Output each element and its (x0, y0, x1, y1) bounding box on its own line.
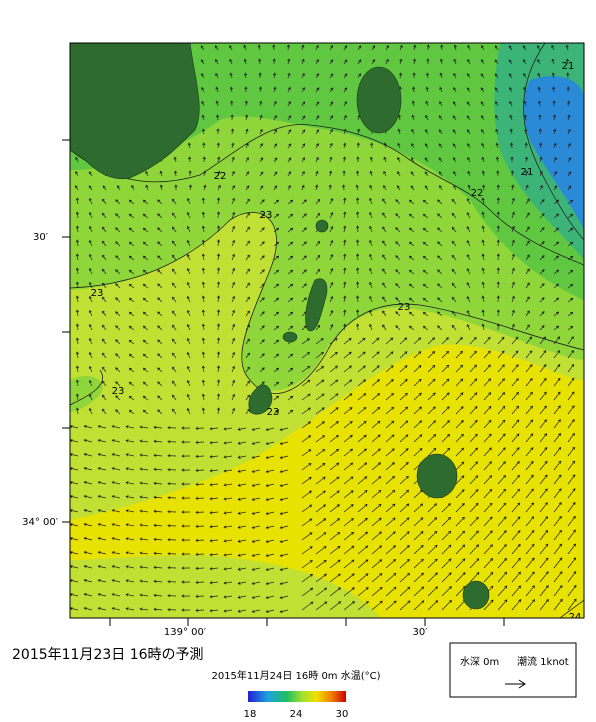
island (282, 331, 298, 343)
contour-label: 21 (521, 167, 534, 178)
lon-label: 139° 00′ (164, 627, 207, 638)
subtitle: 2015年11月24日 16時 0m 水温(°C) (211, 669, 380, 682)
contour-labels: 21 21 22 22 23 23 23 23 23 24 (91, 61, 582, 623)
legend-depth: 水深 0m (460, 656, 499, 668)
legend-arrow (505, 679, 526, 689)
contour-label: 24 (569, 612, 582, 623)
frame-ticks (62, 139, 505, 626)
contour-label: 22 (471, 188, 484, 199)
islands (70, 43, 490, 610)
legend-current: 潮流 1knot (517, 655, 569, 668)
island (305, 278, 328, 332)
contour-label: 23 (91, 288, 104, 299)
contour-label: 23 (267, 407, 280, 418)
contour-label: 23 (260, 210, 273, 221)
colorbar-tick-label: 18 (244, 709, 257, 720)
peninsula (70, 43, 200, 180)
sea-warmest (70, 344, 584, 618)
sea-coldest (524, 76, 584, 230)
contours (70, 43, 584, 618)
map-frame (69, 42, 585, 619)
colorbar-ticks: 18 24 30 (244, 709, 349, 720)
lat-label: 34° 00′ (22, 517, 59, 528)
contour-label: 23 (112, 386, 125, 397)
lat-label: 30′ (33, 232, 49, 243)
island (416, 453, 458, 499)
contour-label: 23 (398, 302, 411, 313)
title: 2015年11月23日 16時の予測 (12, 647, 204, 663)
lon-label: 30′ (413, 627, 429, 638)
legend-box (449, 642, 577, 698)
colorbar-tick-label: 30 (336, 709, 349, 720)
colorbar (248, 691, 346, 702)
contour-label: 21 (562, 61, 575, 72)
island (248, 384, 273, 415)
map-area: 21 21 22 22 23 23 23 23 23 24 (70, 43, 584, 623)
island (462, 580, 490, 610)
contour-label: 22 (214, 171, 227, 182)
colorbar-tick-label: 24 (290, 709, 303, 720)
island (356, 66, 402, 134)
island (315, 219, 329, 233)
